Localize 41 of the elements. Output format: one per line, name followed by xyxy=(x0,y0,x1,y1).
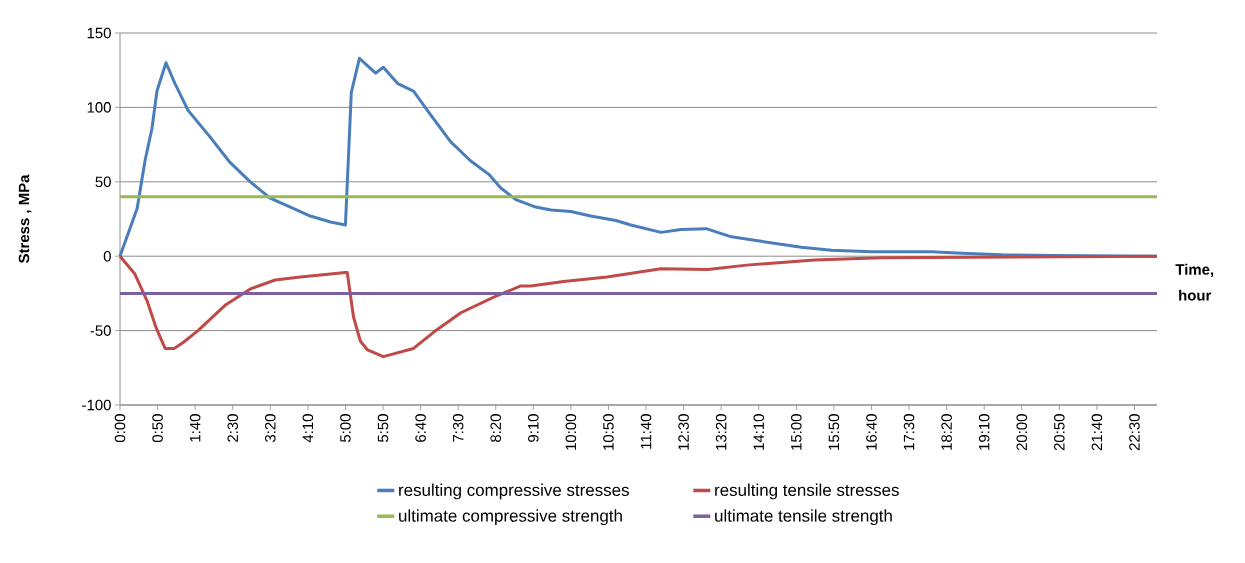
x-tick-label: 9:10 xyxy=(528,414,539,442)
x-tick-label: 10:50 xyxy=(603,414,614,450)
x-tick-label: 19:10 xyxy=(978,414,990,450)
x-tick-label: 6:40 xyxy=(415,414,426,442)
x-tick-label: 21:40 xyxy=(1091,414,1103,451)
x-tick-label: 14:10 xyxy=(753,414,765,450)
y-tick-label: 50 xyxy=(95,176,111,188)
x-tick-label: 17:30 xyxy=(903,414,915,450)
x-tick-label: 12:30 xyxy=(678,414,689,450)
line-series xyxy=(118,254,1159,359)
x-tick-label: 7:30 xyxy=(452,414,464,442)
x-tick-label: 8:20 xyxy=(490,414,502,442)
y-tick-label: 150 xyxy=(87,27,111,39)
legend-label: resulting tensile stresses xyxy=(715,483,899,500)
x-tick-label: 11:40 xyxy=(640,414,652,449)
x-tick-label: 20:50 xyxy=(1054,414,1065,451)
legend-label: resulting compressive stresses xyxy=(399,483,629,500)
x-axis-title: Time, hour xyxy=(1175,263,1214,301)
y-tick-label: 100 xyxy=(87,102,111,113)
legend-label: ultimate tensile strength xyxy=(715,509,892,526)
x-tick-label: 5:00 xyxy=(340,414,351,443)
x-tick-label: 15:50 xyxy=(828,414,840,450)
y-tick-label: 0 xyxy=(103,250,111,262)
x-tick-label: 10:00 xyxy=(565,414,577,450)
x-tick-label: 5:50 xyxy=(377,414,389,443)
x-tick-label: 13:20 xyxy=(715,414,727,450)
x-tick-label: 18:20 xyxy=(941,414,952,450)
x-tick-label: 4:10 xyxy=(302,414,314,443)
x-tick-label: 16:40 xyxy=(866,414,877,450)
x-tick-label: 0:50 xyxy=(152,414,163,443)
y-tick-label: -100 xyxy=(82,399,111,411)
x-tick-label: 22:30 xyxy=(1129,414,1140,451)
y-tick-label: -50 xyxy=(90,325,111,336)
x-tick-label: 2:30 xyxy=(227,414,238,442)
x-tick-label: 1:40 xyxy=(189,414,201,442)
y-axis-title: Stress , MPa xyxy=(18,174,32,263)
x-tick-label: 15:00 xyxy=(791,414,802,450)
legend-label: ultimate compressive strength xyxy=(399,509,622,526)
x-tick-label: 20:00 xyxy=(1016,414,1028,451)
x-tick-label: 0:00 xyxy=(114,414,126,443)
x-tick-label: 3:20 xyxy=(265,414,276,443)
